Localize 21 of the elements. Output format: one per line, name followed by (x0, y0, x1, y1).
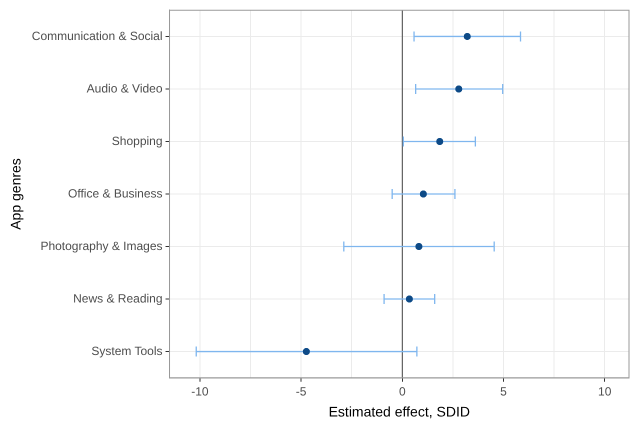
point (406, 296, 413, 303)
y-axis-title: App genres (7, 158, 24, 230)
y-tick-label: News & Reading (73, 291, 163, 306)
x-tick-label: 10 (598, 384, 612, 398)
y-tick-label: Audio & Video (86, 81, 163, 96)
x-tick-label: -10 (191, 384, 209, 398)
point (436, 138, 444, 145)
y-tick-label: Photography & Images (40, 238, 163, 253)
x-tick-label: 5 (500, 384, 508, 398)
point (464, 32, 471, 40)
point (455, 85, 462, 92)
y-tick-label: Shopping (112, 134, 163, 148)
x-tick-label: 0 (398, 384, 406, 398)
y-tick-label: Communication & Social (32, 28, 163, 43)
x-tick-label: -5 (296, 384, 307, 398)
y-tick-label: System Tools (91, 344, 163, 358)
point (415, 243, 422, 250)
y-tick-label: Office & Business (68, 186, 163, 200)
point (420, 190, 427, 198)
x-axis-title: Estimated effect, SDID (328, 403, 470, 420)
point (302, 348, 310, 356)
